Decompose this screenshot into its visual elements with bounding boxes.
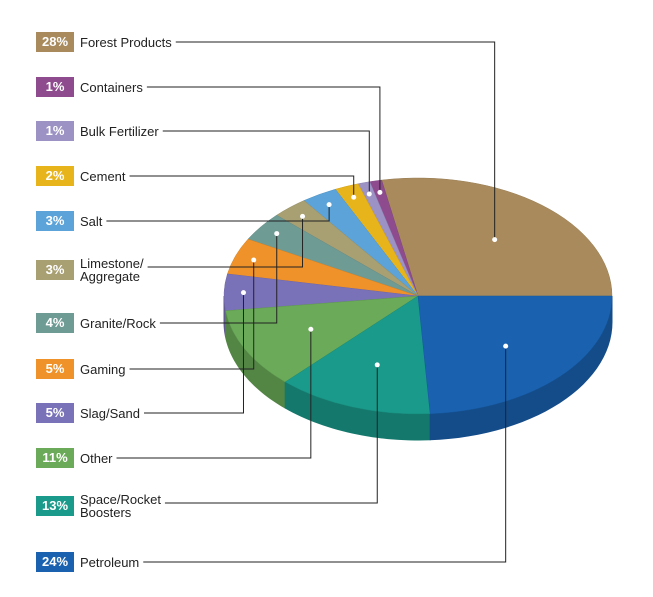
legend-label: Space/Rocket Boosters: [80, 492, 161, 520]
leader-dot: [366, 191, 372, 197]
legend-item: 5% Slag/Sand: [36, 403, 140, 423]
legend-item: 24% Petroleum: [36, 552, 139, 572]
value-label: 24%: [36, 552, 74, 572]
leader-line: [175, 41, 496, 240]
leader-dot: [300, 213, 306, 219]
legend-item: 4% Granite/Rock: [36, 313, 156, 333]
leader-dot: [503, 343, 509, 349]
leader-line: [129, 260, 255, 370]
legend-label: Bulk Fertilizer: [80, 123, 159, 139]
legend-item: 5% Gaming: [36, 359, 126, 379]
pie-slice: [417, 295, 613, 415]
leader-dot: [326, 202, 332, 208]
leader-line: [106, 204, 330, 222]
legend-item: 3% Limestone/ Aggregate: [36, 257, 144, 283]
legend-label: Granite/Rock: [80, 315, 156, 331]
legend-item: 11% Other: [36, 448, 113, 468]
legend-label: Gaming: [80, 361, 126, 377]
leader-dot: [251, 257, 257, 263]
value-label: 5%: [36, 403, 74, 423]
legend-label: Limestone/ Aggregate: [80, 256, 144, 284]
leader-line: [116, 329, 312, 459]
leader-dot: [308, 326, 314, 332]
legend-item: 2% Cement: [36, 166, 126, 186]
pie-tops: [223, 177, 613, 415]
legend-item: 13% Space/Rocket Boosters: [36, 493, 161, 519]
leader-line: [144, 292, 244, 414]
legend-label: Other: [80, 450, 113, 466]
leader-dot: [240, 290, 246, 296]
legend-label: Salt: [80, 213, 103, 229]
leader-line: [129, 175, 355, 198]
legend-item: 1% Bulk Fertilizer: [36, 121, 159, 141]
legend-item: 1% Containers: [36, 77, 143, 97]
pie-slice: [381, 177, 613, 297]
legend-label: Petroleum: [80, 554, 140, 570]
legend-label: Containers: [80, 79, 143, 95]
legend-label: Cement: [80, 168, 126, 184]
leader-line: [143, 346, 507, 563]
value-label: 13%: [36, 496, 74, 516]
value-label: 3%: [36, 211, 74, 231]
value-label: 4%: [36, 313, 74, 333]
leader-dot: [351, 194, 357, 200]
pie-slice: [284, 295, 431, 415]
leader-line: [162, 130, 370, 195]
leader-line: [147, 216, 304, 268]
leader-dot: [274, 231, 280, 237]
value-label: 5%: [36, 359, 74, 379]
value-label: 28%: [36, 32, 74, 52]
legend-label: Forest Products: [80, 34, 172, 50]
leader-dot: [374, 362, 380, 368]
value-label: 1%: [36, 77, 74, 97]
value-label: 3%: [36, 260, 74, 280]
leader-line: [159, 233, 278, 324]
leader-dot: [492, 237, 498, 243]
value-label: 2%: [36, 166, 74, 186]
value-label: 1%: [36, 121, 74, 141]
leader-dot: [377, 189, 383, 195]
value-label: 11%: [36, 448, 74, 468]
legend-item: 3% Salt: [36, 211, 102, 231]
legend-item: 28% Forest Products: [36, 32, 172, 52]
leader-line: [146, 86, 381, 193]
pie-slice: [225, 295, 419, 383]
legend-label: Slag/Sand: [80, 405, 140, 421]
leader-line: [164, 364, 378, 504]
